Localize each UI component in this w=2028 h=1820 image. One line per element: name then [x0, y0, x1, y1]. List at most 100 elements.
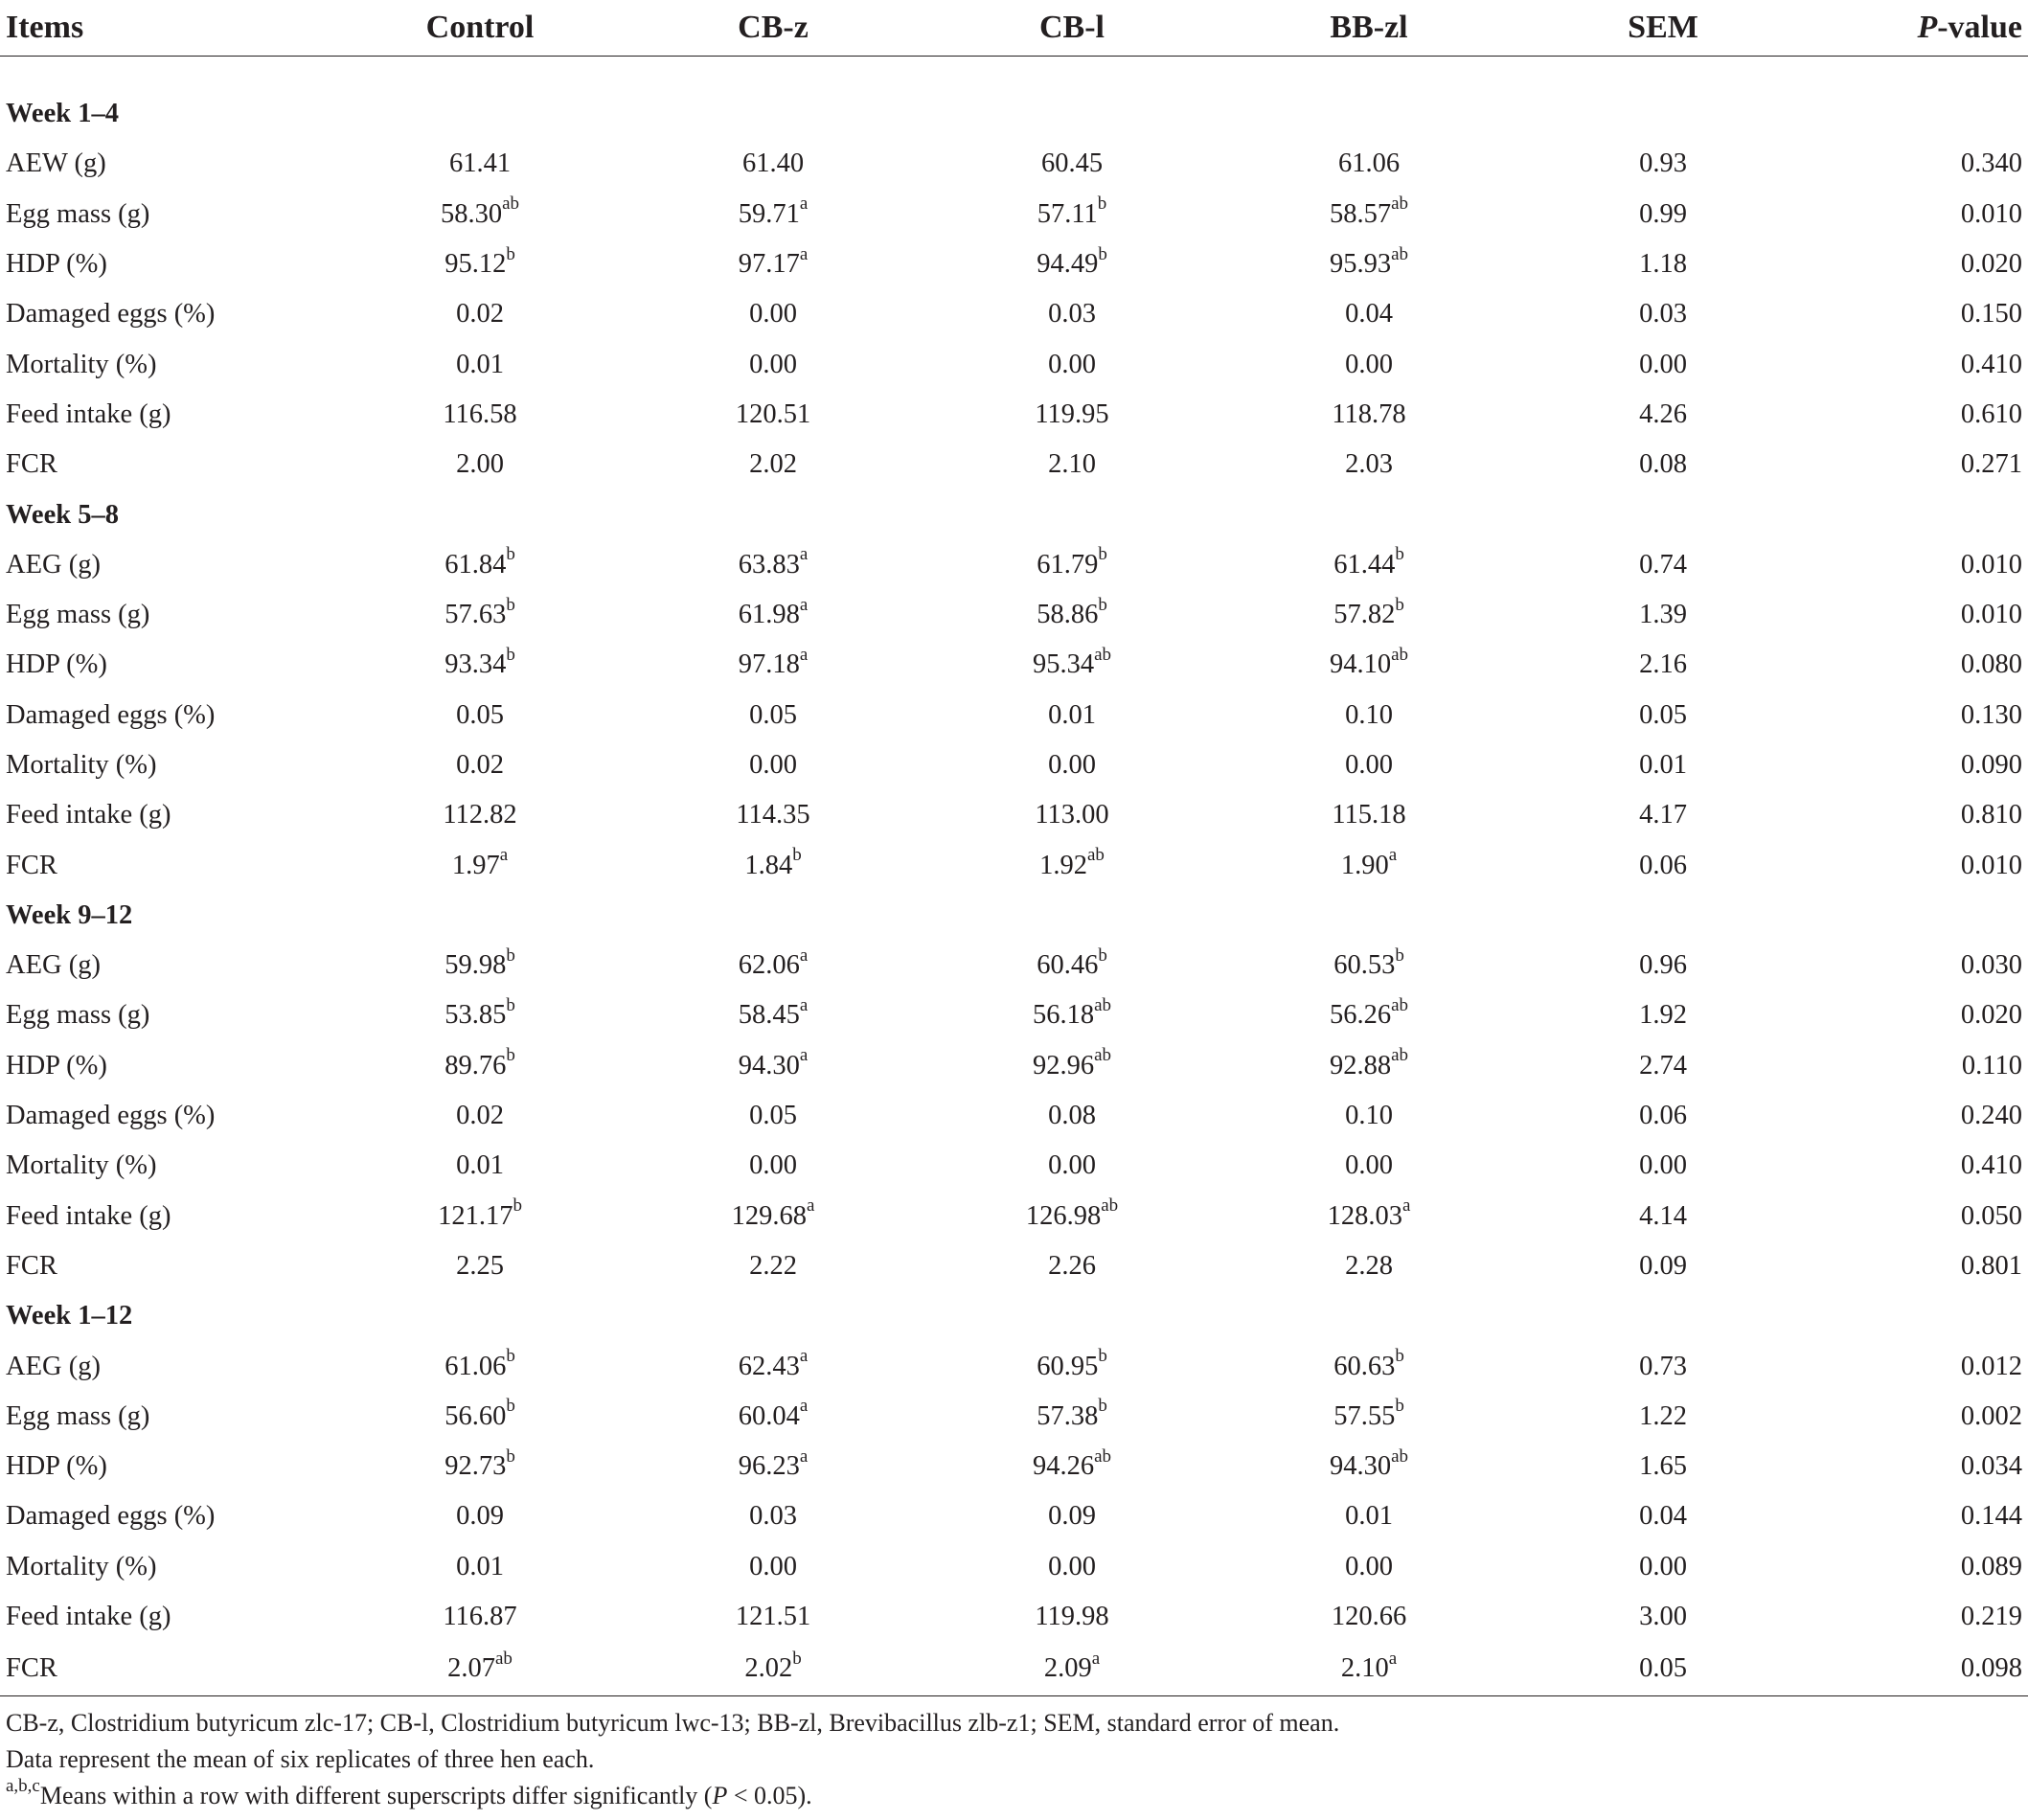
table-row: Egg mass (g) 56.60b 60.04a 57.38b 57.55b 1.22…	[0, 1392, 2028, 1442]
cell-value: 0.00	[749, 750, 797, 780]
value-cell-cb-l: 60.95b	[927, 1341, 1217, 1391]
cell-value: 128.03	[1327, 1200, 1402, 1231]
value-cell-bb-zl: 0.00	[1217, 339, 1521, 389]
significance-letter: b	[1098, 594, 1107, 615]
p-value-cell: 0.098	[1805, 1642, 2028, 1697]
significance-letter: ab	[1391, 193, 1409, 215]
significance-letter: a	[799, 1045, 809, 1066]
value-cell-cb-z: 2.02	[619, 440, 927, 489]
value-cell-cb-l: 56.18ab	[927, 990, 1217, 1040]
row-label: Damaged eggs (%)	[6, 299, 216, 330]
cell-value: 119.95	[1035, 398, 1109, 429]
value-cell-cb-z: 0.00	[619, 1542, 927, 1592]
row-label: Mortality (%)	[6, 750, 157, 780]
value-cell-cb-l: 2.26	[927, 1241, 1217, 1291]
cell-value: 114.35	[736, 800, 810, 830]
p-value-cell: 0.110	[1961, 1050, 2022, 1081]
significance-letter: b	[513, 1195, 522, 1217]
cell-value: 60.95	[1037, 1351, 1099, 1381]
empty-cell	[1217, 1291, 1521, 1341]
cell-value: 0.01	[1048, 699, 1096, 730]
row-label: AEG (g)	[6, 549, 101, 580]
table-row: HDP (%) 89.76b 94.30a 92.96ab 92.88ab 2.74 0.1…	[0, 1041, 2028, 1091]
value-cell-cb-z: 94.30a	[619, 1041, 927, 1091]
value-cell-control: 0.02	[341, 1091, 619, 1141]
significance-letter: b	[1098, 243, 1107, 264]
value-cell-cb-z: 0.03	[619, 1491, 927, 1541]
value-cell-bb-zl: 128.03a	[1217, 1192, 1521, 1241]
value-cell-cb-z: 97.18a	[619, 640, 927, 690]
empty-cell	[1521, 489, 1805, 539]
significance-letter: b	[506, 594, 515, 615]
row-label: AEG (g)	[6, 950, 101, 981]
value-cell-cb-l: 94.49b	[927, 239, 1217, 289]
significance-letter: a	[1091, 1648, 1101, 1669]
cell-value: 58.30	[440, 198, 503, 229]
cell-value: 94.49	[1037, 249, 1099, 280]
cell-value: 0.00	[749, 1551, 797, 1581]
table-row: FCR 1.97a 1.84b 1.92ab 1.90a 0.06 0.010	[0, 840, 2028, 890]
value-cell-cb-z: 61.98a	[619, 590, 927, 640]
value-cell-cb-l: 94.26ab	[927, 1442, 1217, 1491]
value-cell-bb-zl: 118.78	[1217, 390, 1521, 440]
header-row: Items Control CB-z CB-l BB-zl SEM P-valu…	[0, 0, 2028, 57]
cell-value: 0.09	[456, 1501, 504, 1532]
p-value-cell: 0.144	[1960, 1501, 2022, 1532]
significance-letter: ab	[502, 193, 520, 215]
table-row: FCR 2.07ab 2.02b 2.09a 2.10a 0.05 0.098	[0, 1642, 2028, 1697]
cell-value: 2.00	[456, 449, 504, 480]
significance-letter: ab	[1391, 1045, 1409, 1066]
row-label: FCR	[6, 449, 57, 480]
cell-value: 89.76	[444, 1050, 507, 1081]
section-row: Week 1–12	[0, 1291, 2028, 1341]
significance-letter: a	[806, 1195, 815, 1217]
value-cell-control: 56.60b	[341, 1392, 619, 1442]
p-value-cell: 0.801	[1960, 1250, 2022, 1281]
cell-value: 0.00	[749, 1150, 797, 1181]
value-cell-cb-l: 61.79b	[927, 540, 1217, 590]
sem-cell: 0.09	[1639, 1250, 1687, 1281]
cell-value: 95.12	[444, 249, 507, 280]
empty-cell	[341, 489, 619, 539]
section-row: Week 9–12	[0, 891, 2028, 941]
table-row: Mortality (%) 0.01 0.00 0.00 0.00 0.00 0.410	[0, 339, 2028, 389]
table-row: Mortality (%) 0.01 0.00 0.00 0.00 0.00 0.410	[0, 1141, 2028, 1191]
cell-value: 95.93	[1329, 249, 1392, 280]
table-row: HDP (%) 95.12b 97.17a 94.49b 95.93ab 1.18 0.02…	[0, 239, 2028, 289]
cell-value: 0.09	[1048, 1501, 1096, 1532]
sem-cell: 0.06	[1639, 850, 1687, 880]
value-cell-control: 0.01	[341, 339, 619, 389]
sem-cell: 1.18	[1639, 249, 1687, 280]
p-value-cell: 0.080	[1960, 649, 2022, 680]
row-label: FCR	[6, 850, 57, 880]
empty-cell	[619, 891, 927, 941]
value-cell-cb-l: 119.98	[927, 1592, 1217, 1642]
value-cell-bb-zl: 61.44b	[1217, 540, 1521, 590]
significance-letter: a	[799, 544, 809, 565]
cell-value: 120.66	[1331, 1602, 1407, 1632]
header-bb-zl: BB-zl	[1217, 0, 1521, 57]
value-cell-cb-l: 0.03	[927, 289, 1217, 339]
cell-value: 113.00	[1035, 800, 1109, 830]
empty-cell	[927, 89, 1217, 139]
significance-letter: a	[799, 994, 809, 1015]
table-row: AEW (g) 61.41 61.40 60.45 61.06 0.93 0.340	[0, 139, 2028, 189]
value-cell-cb-z: 59.71a	[619, 190, 927, 239]
cell-value: 58.86	[1037, 600, 1099, 630]
cell-value: 0.00	[749, 349, 797, 379]
cell-value: 61.84	[444, 549, 507, 580]
table-row: AEG (g) 61.84b 63.83a 61.79b 61.44b 0.74 0.010	[0, 540, 2028, 590]
significance-letter: a	[1401, 1195, 1411, 1217]
cell-value: 2.28	[1345, 1250, 1393, 1281]
cell-value: 2.02	[749, 449, 797, 480]
value-cell-control: 95.12b	[341, 239, 619, 289]
cell-value: 2.03	[1345, 449, 1393, 480]
value-cell-control: 2.07ab	[341, 1642, 619, 1697]
value-cell-cb-l: 119.95	[927, 390, 1217, 440]
significance-letter: ab	[1391, 994, 1409, 1015]
p-value-cell: 0.610	[1960, 398, 2022, 429]
significance-letter: b	[1395, 944, 1404, 966]
cell-value: 2.26	[1048, 1250, 1096, 1281]
section-title: Week 1–4	[6, 99, 119, 129]
header-sem: SEM	[1521, 0, 1805, 57]
